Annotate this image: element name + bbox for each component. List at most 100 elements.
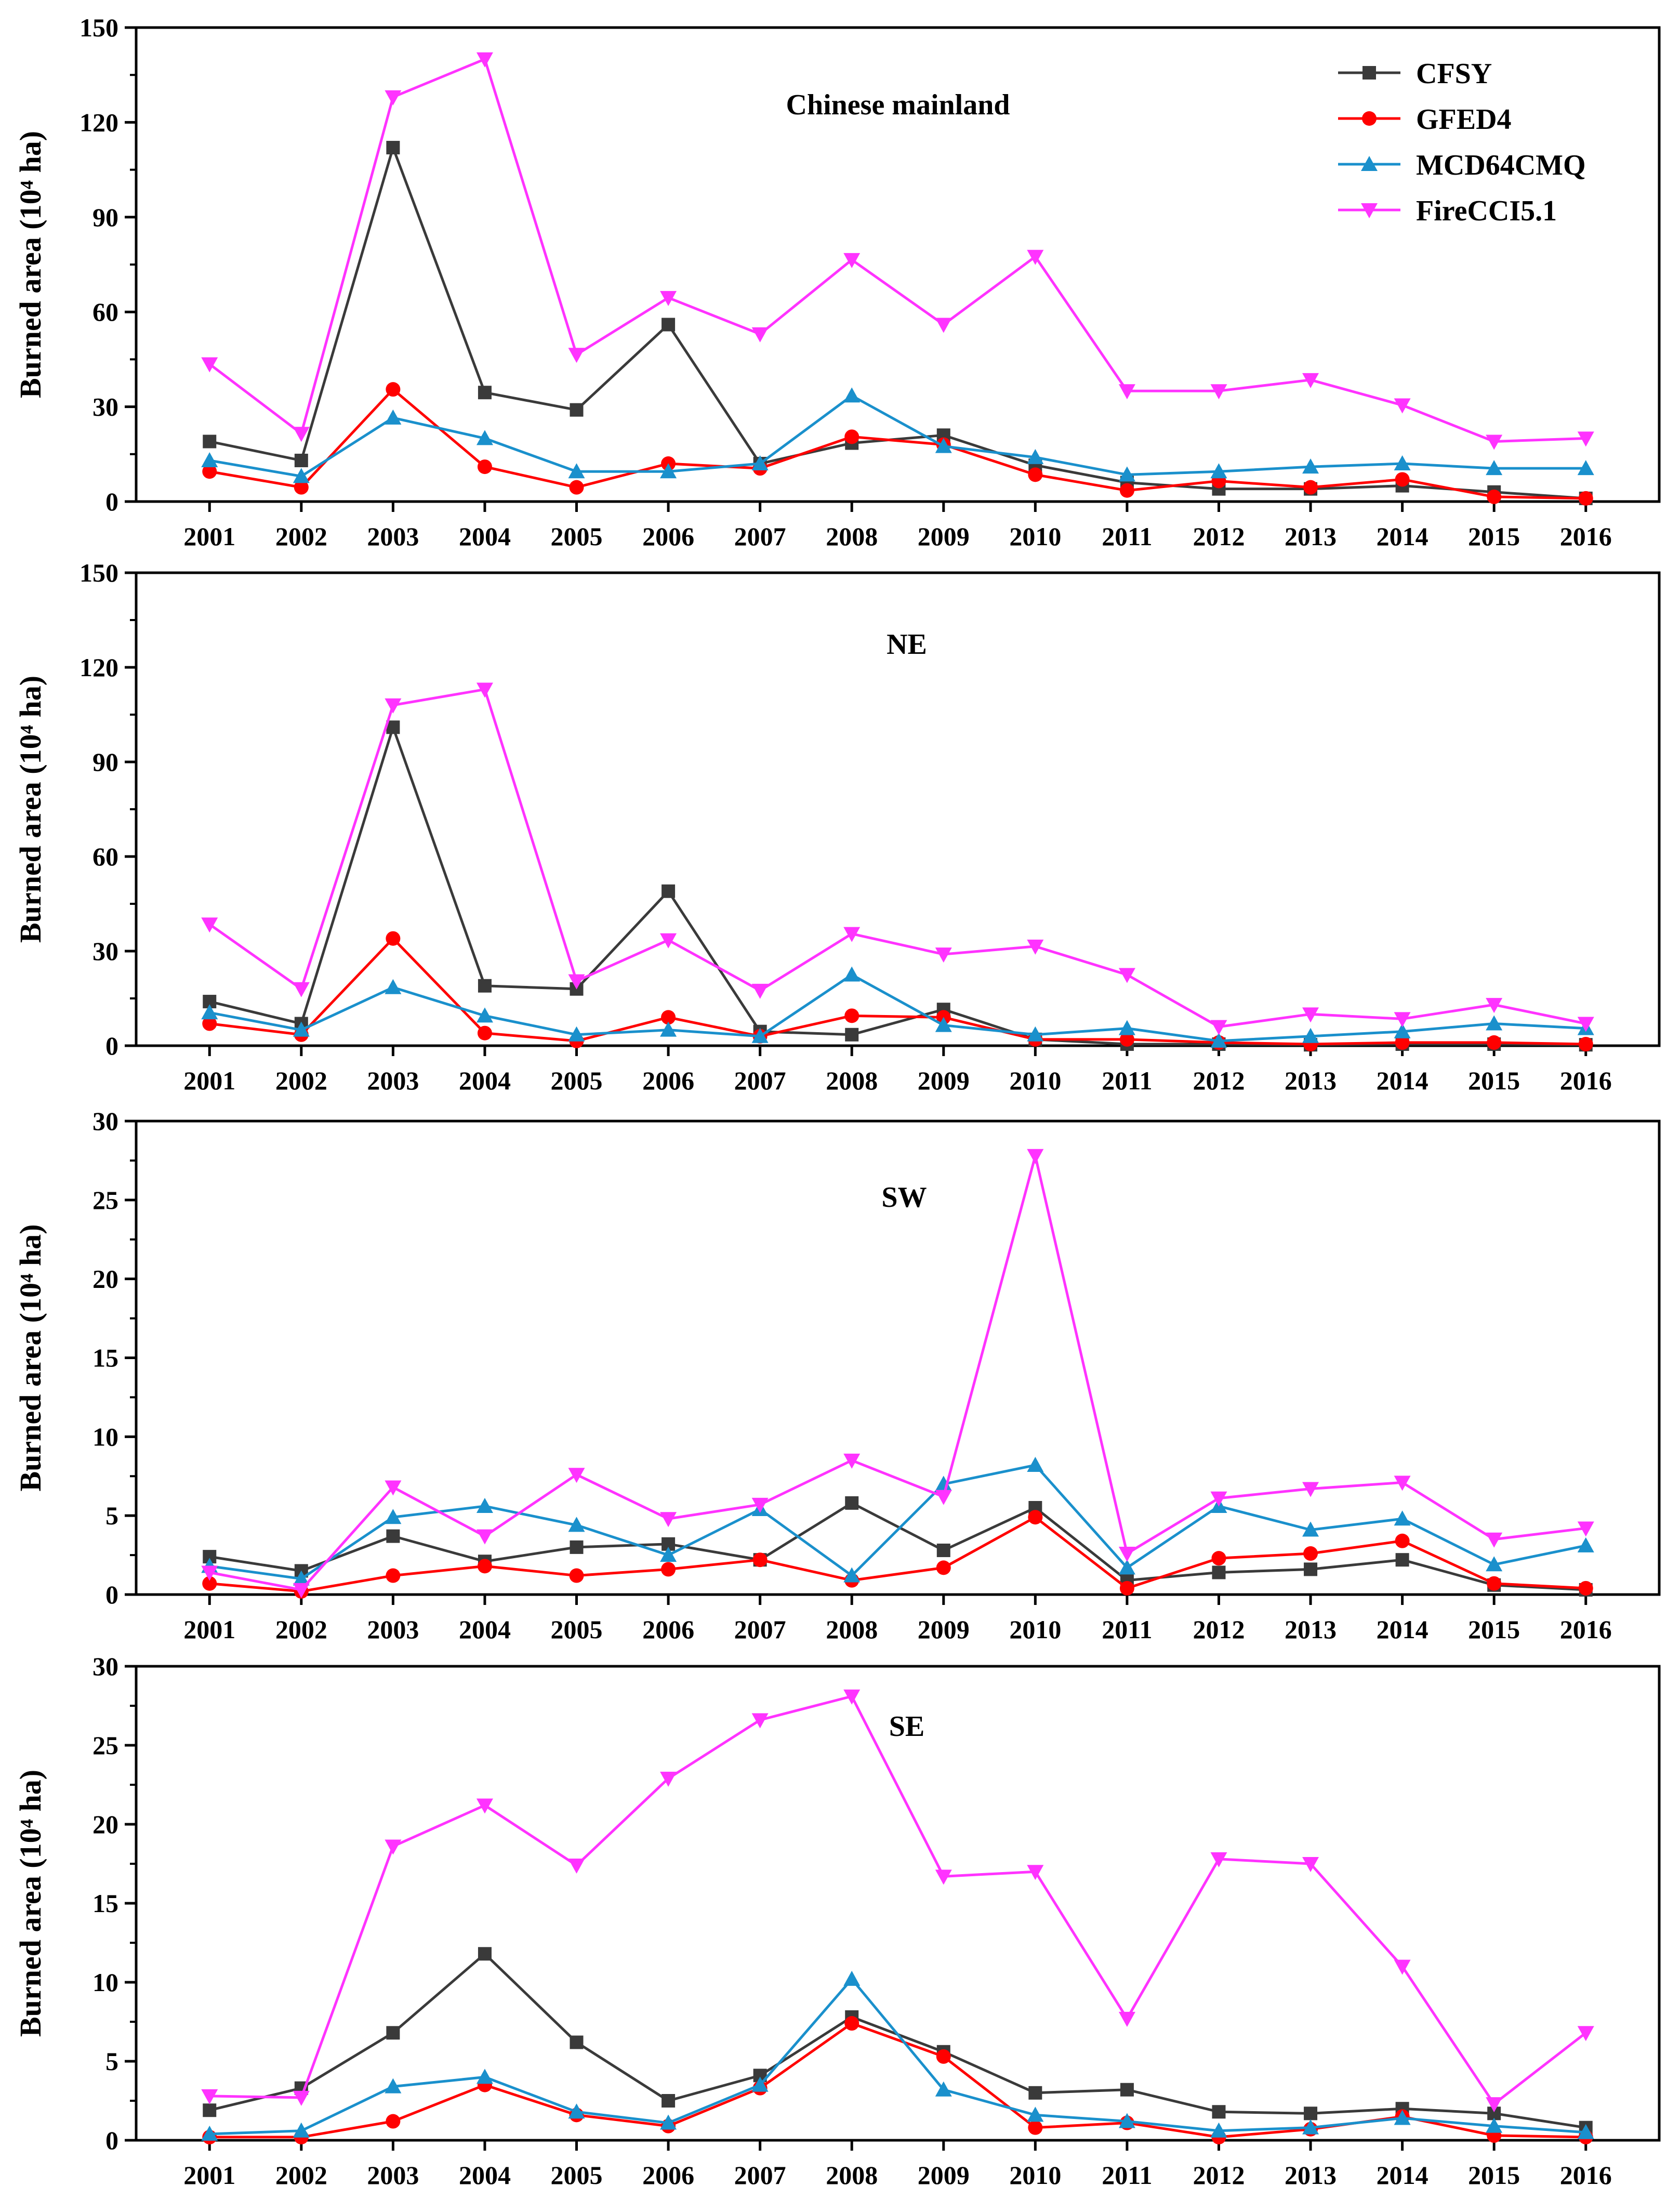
data-point bbox=[1394, 1959, 1411, 1975]
data-point bbox=[386, 382, 401, 397]
data-point bbox=[1118, 384, 1135, 400]
series-firecci5-1 bbox=[201, 1149, 1594, 1598]
data-point bbox=[1577, 1521, 1594, 1537]
data-point bbox=[293, 2122, 310, 2138]
data-point bbox=[293, 1583, 310, 1598]
series-cfsy bbox=[203, 1496, 1593, 1597]
data-point bbox=[201, 357, 218, 373]
data-point bbox=[476, 1497, 493, 1513]
x-tick-label: 2014 bbox=[1377, 1615, 1428, 1644]
data-point bbox=[1028, 2086, 1042, 2100]
data-point bbox=[293, 427, 310, 442]
x-tick-label: 2007 bbox=[734, 522, 786, 551]
series-line bbox=[209, 1154, 1586, 1591]
data-point bbox=[1210, 384, 1227, 400]
x-tick-label: 2004 bbox=[459, 1066, 511, 1095]
data-point bbox=[568, 1517, 585, 1532]
series-line bbox=[209, 394, 1586, 478]
x-tick-label: 2007 bbox=[734, 1066, 786, 1095]
legend-entry: FireCCI5.1 bbox=[1416, 195, 1557, 227]
y-tick-label: 25 bbox=[92, 1186, 118, 1215]
data-point bbox=[843, 1970, 861, 1986]
legend-entry: MCD64CMQ bbox=[1416, 149, 1586, 181]
data-point bbox=[386, 2026, 400, 2040]
y-tick-label: 90 bbox=[92, 747, 118, 776]
y-tick-label: 5 bbox=[105, 2047, 118, 2076]
data-point bbox=[568, 1468, 585, 1483]
data-point bbox=[386, 931, 401, 946]
data-point bbox=[293, 982, 310, 997]
x-tick-label: 2013 bbox=[1285, 2161, 1337, 2190]
data-point bbox=[385, 90, 402, 106]
data-point bbox=[478, 979, 492, 993]
data-point bbox=[1394, 1510, 1411, 1526]
data-point bbox=[935, 2081, 952, 2097]
series-line bbox=[209, 726, 1586, 1046]
y-tick-label: 120 bbox=[80, 108, 118, 137]
series-firecci5-1 bbox=[201, 682, 1594, 1035]
data-point bbox=[569, 1568, 584, 1583]
data-point bbox=[843, 966, 861, 982]
series-cfsy bbox=[203, 141, 1593, 505]
data-point bbox=[293, 2090, 310, 2106]
data-point bbox=[293, 1570, 310, 1586]
panel-2: 0 30 60 90 120 150 2001 2002 2003 2004 2005 2006 200… bbox=[14, 558, 1661, 1095]
x-tick-label: 2007 bbox=[734, 1615, 786, 1644]
data-point bbox=[1028, 1510, 1043, 1525]
x-tick-label: 2016 bbox=[1560, 2161, 1612, 2190]
legend-marker bbox=[1362, 111, 1377, 126]
data-point bbox=[1395, 1553, 1409, 1567]
data-point bbox=[1302, 1028, 1319, 1043]
data-point bbox=[1210, 1852, 1227, 1867]
data-point bbox=[660, 1021, 677, 1037]
x-tick-label: 2011 bbox=[1102, 1066, 1152, 1095]
data-point bbox=[1578, 491, 1593, 506]
data-point bbox=[293, 468, 310, 483]
series-firecci5-1 bbox=[201, 52, 1594, 450]
x-tick-label: 2009 bbox=[918, 1066, 970, 1095]
x-tick-label: 2003 bbox=[367, 1066, 419, 1095]
data-point bbox=[1118, 2011, 1135, 2027]
data-point bbox=[1212, 1565, 1226, 1579]
legend-entry: CFSY bbox=[1416, 58, 1492, 90]
data-point bbox=[476, 682, 493, 698]
data-point bbox=[1302, 1521, 1319, 1537]
data-point bbox=[1212, 2105, 1226, 2119]
y-tick-label: 25 bbox=[92, 1731, 118, 1760]
data-point bbox=[1304, 2106, 1318, 2121]
x-tick-label: 2006 bbox=[642, 1066, 694, 1095]
x-tick-label: 2007 bbox=[734, 2161, 786, 2190]
series-cfsy bbox=[203, 720, 1593, 1052]
data-point bbox=[201, 1565, 218, 1581]
data-point bbox=[386, 1568, 401, 1583]
x-tick-label: 2009 bbox=[918, 522, 970, 551]
data-point bbox=[751, 1497, 769, 1513]
data-point bbox=[385, 698, 402, 714]
data-point bbox=[845, 1496, 859, 1510]
data-point bbox=[1027, 2106, 1044, 2122]
x-tick-label: 2006 bbox=[642, 2161, 694, 2190]
data-point bbox=[386, 2114, 401, 2129]
x-tick-label: 2015 bbox=[1468, 1066, 1520, 1095]
data-point bbox=[660, 2114, 677, 2130]
y-tick-label: 30 bbox=[92, 392, 118, 422]
x-tick-label: 2015 bbox=[1468, 2161, 1520, 2190]
y-axis-label: Burned area (10⁴ ha) bbox=[14, 1224, 47, 1491]
data-point bbox=[476, 1798, 493, 1814]
data-point bbox=[1027, 1865, 1044, 1880]
data-point bbox=[1302, 2119, 1319, 2135]
data-point bbox=[843, 1453, 861, 1469]
data-point bbox=[843, 1689, 861, 1705]
x-tick-label: 2005 bbox=[551, 1066, 603, 1095]
series-line bbox=[209, 973, 1586, 1043]
data-point bbox=[1578, 1036, 1593, 1051]
data-point bbox=[477, 459, 492, 475]
x-tick-label: 2011 bbox=[1102, 1615, 1152, 1644]
series-line bbox=[208, 688, 1586, 1029]
data-point bbox=[1578, 1581, 1593, 1596]
data-point bbox=[202, 1016, 217, 1031]
y-tick-label: 0 bbox=[105, 487, 118, 516]
data-point bbox=[662, 318, 676, 332]
panel-title: NE bbox=[887, 628, 927, 661]
data-point bbox=[568, 1026, 585, 1042]
